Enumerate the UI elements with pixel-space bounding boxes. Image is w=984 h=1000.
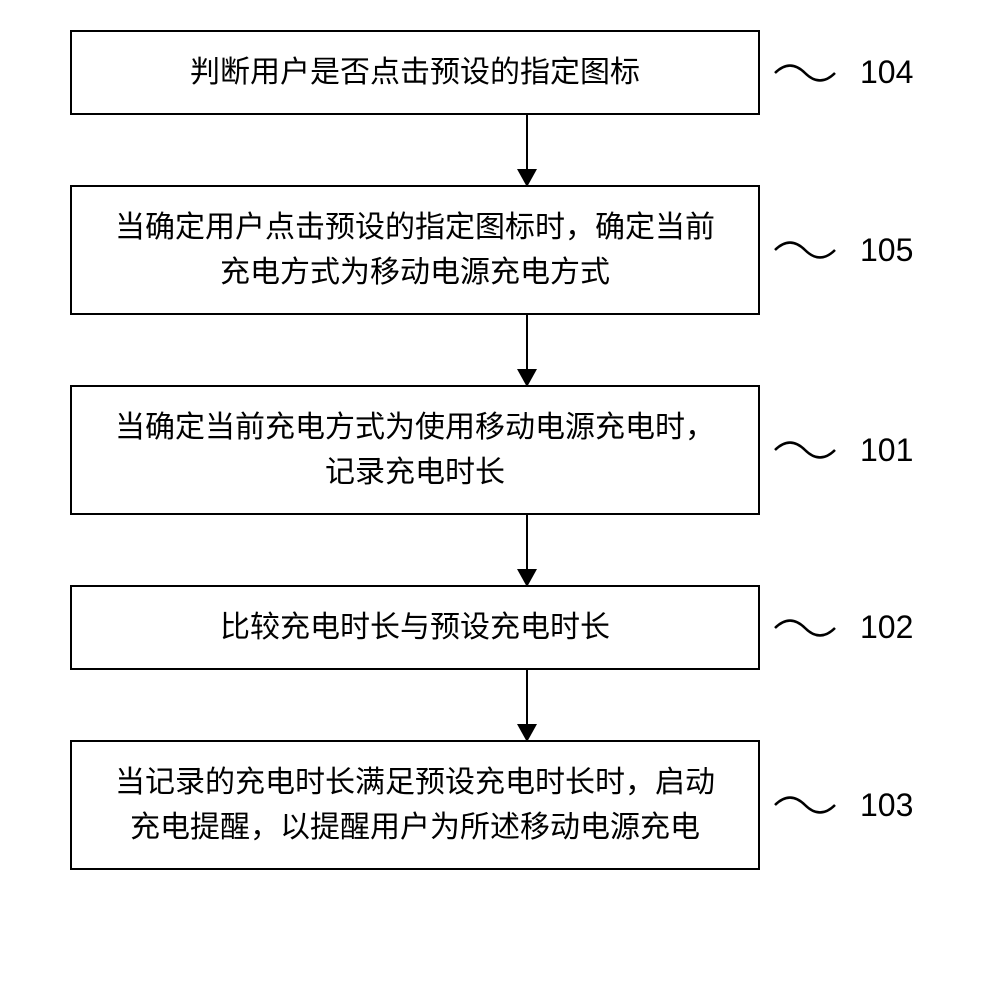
flow-box-3: 比较充电时长与预设充电时长 bbox=[70, 585, 760, 670]
flow-row-3: 比较充电时长与预设充电时长 102 bbox=[0, 585, 984, 670]
arrow-container-0 bbox=[182, 115, 872, 185]
wave-connector-icon bbox=[770, 430, 840, 470]
wave-connector-icon bbox=[770, 230, 840, 270]
step-label-0: 104 bbox=[860, 54, 913, 91]
flowchart-container: 判断用户是否点击预设的指定图标 104 当确定用户点击预设的指定图标时，确定当前… bbox=[0, 30, 984, 870]
step-label-2: 101 bbox=[860, 432, 913, 469]
flow-box-1: 当确定用户点击预设的指定图标时，确定当前 充电方式为移动电源充电方式 bbox=[70, 185, 760, 315]
flow-row-2: 当确定当前充电方式为使用移动电源充电时， 记录充电时长 101 bbox=[0, 385, 984, 515]
label-connector-0: 104 bbox=[770, 53, 913, 93]
arrow-icon bbox=[526, 670, 529, 740]
label-connector-4: 103 bbox=[770, 785, 913, 825]
flow-row-1: 当确定用户点击预设的指定图标时，确定当前 充电方式为移动电源充电方式 105 bbox=[0, 185, 984, 315]
step-label-1: 105 bbox=[860, 232, 913, 269]
arrow-container-1 bbox=[182, 315, 872, 385]
flow-box-text-0: 判断用户是否点击预设的指定图标 bbox=[190, 50, 640, 95]
flow-row-4: 当记录的充电时长满足预设充电时长时，启动 充电提醒，以提醒用户为所述移动电源充电… bbox=[0, 740, 984, 870]
label-connector-2: 101 bbox=[770, 430, 913, 470]
arrow-container-2 bbox=[182, 515, 872, 585]
flow-row-0: 判断用户是否点击预设的指定图标 104 bbox=[0, 30, 984, 115]
flow-box-text-3: 比较充电时长与预设充电时长 bbox=[220, 605, 610, 650]
flow-box-4: 当记录的充电时长满足预设充电时长时，启动 充电提醒，以提醒用户为所述移动电源充电 bbox=[70, 740, 760, 870]
arrow-icon bbox=[526, 515, 529, 585]
label-connector-1: 105 bbox=[770, 230, 913, 270]
flow-box-text-4: 当记录的充电时长满足预设充电时长时，启动 充电提醒，以提醒用户为所述移动电源充电 bbox=[115, 760, 715, 850]
wave-connector-icon bbox=[770, 608, 840, 648]
flow-box-2: 当确定当前充电方式为使用移动电源充电时， 记录充电时长 bbox=[70, 385, 760, 515]
flow-box-text-1: 当确定用户点击预设的指定图标时，确定当前 充电方式为移动电源充电方式 bbox=[115, 205, 715, 295]
arrow-icon bbox=[526, 115, 529, 185]
step-label-4: 103 bbox=[860, 787, 913, 824]
flow-box-0: 判断用户是否点击预设的指定图标 bbox=[70, 30, 760, 115]
wave-connector-icon bbox=[770, 53, 840, 93]
flow-box-text-2: 当确定当前充电方式为使用移动电源充电时， 记录充电时长 bbox=[115, 405, 715, 495]
wave-connector-icon bbox=[770, 785, 840, 825]
step-label-3: 102 bbox=[860, 609, 913, 646]
arrow-icon bbox=[526, 315, 529, 385]
label-connector-3: 102 bbox=[770, 608, 913, 648]
arrow-container-3 bbox=[182, 670, 872, 740]
